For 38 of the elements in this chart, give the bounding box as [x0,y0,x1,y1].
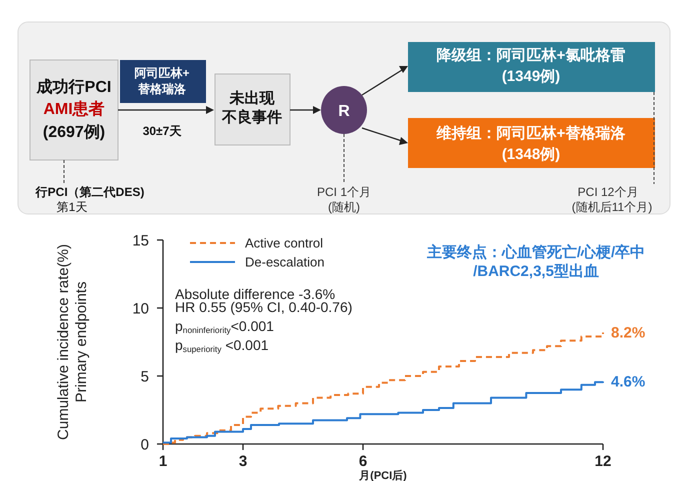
y-axis-title: Cumulative incidence rate(%) Primary endpoints [55,244,90,440]
text: 成功行PCI [36,78,112,96]
text: (1349例) [502,68,560,85]
text: R [338,103,350,120]
text: 第1天 [56,200,88,214]
text: 降级组：阿司匹林+氯吡格雷 [436,47,626,64]
text: 维持组：阿司匹林+替格瑞洛 [436,124,626,142]
annotation: p$_{superiority}$ <0.001 [175,337,269,354]
x-tick-label: 12 [594,453,612,470]
text: 主要终点：心血管死亡/心梗/卒中 /BARC2,3,5型出血 [426,243,646,280]
x-tick-label: 6 [358,453,368,470]
text: (随机) [328,200,360,214]
y-tick-label: 0 [140,436,149,454]
annotation: 4.6% [611,374,646,391]
text: 阿司匹林+ [134,66,190,80]
x-tick-label: 3 [238,453,248,470]
text: AMI患者 [43,100,105,118]
text: (2697例) [42,123,106,141]
y-tick-label: 5 [140,368,149,386]
legend-label: De-escalation [245,254,324,270]
y-tick-label: 15 [132,232,149,250]
text: 不良事件 [221,108,282,126]
annotation: p$_{noninferiority}$<0.001 [175,318,274,335]
text: 行PCI（第二代DES) [34,185,144,199]
text: (1348例) [502,146,560,163]
text: 未出现 [228,90,276,107]
text: 30±7天 [142,124,182,138]
legend-label: Active control [245,236,324,251]
text: PCI 12个月 [578,185,638,199]
x-axis-title: 月(PCI后) [358,469,408,481]
annotation: HR 0.55 (95% CI, 0.40-0.76) [175,299,352,315]
text: (随机后11个月) [572,200,652,214]
y-tick-label: 10 [132,300,149,318]
text: PCI 1个月 [316,185,372,199]
annotation: 8.2% [611,324,646,342]
text: 替格瑞洛 [137,82,187,96]
annotation: Absolute difference -3.6% [175,286,336,302]
x-tick-label: 1 [158,453,168,470]
